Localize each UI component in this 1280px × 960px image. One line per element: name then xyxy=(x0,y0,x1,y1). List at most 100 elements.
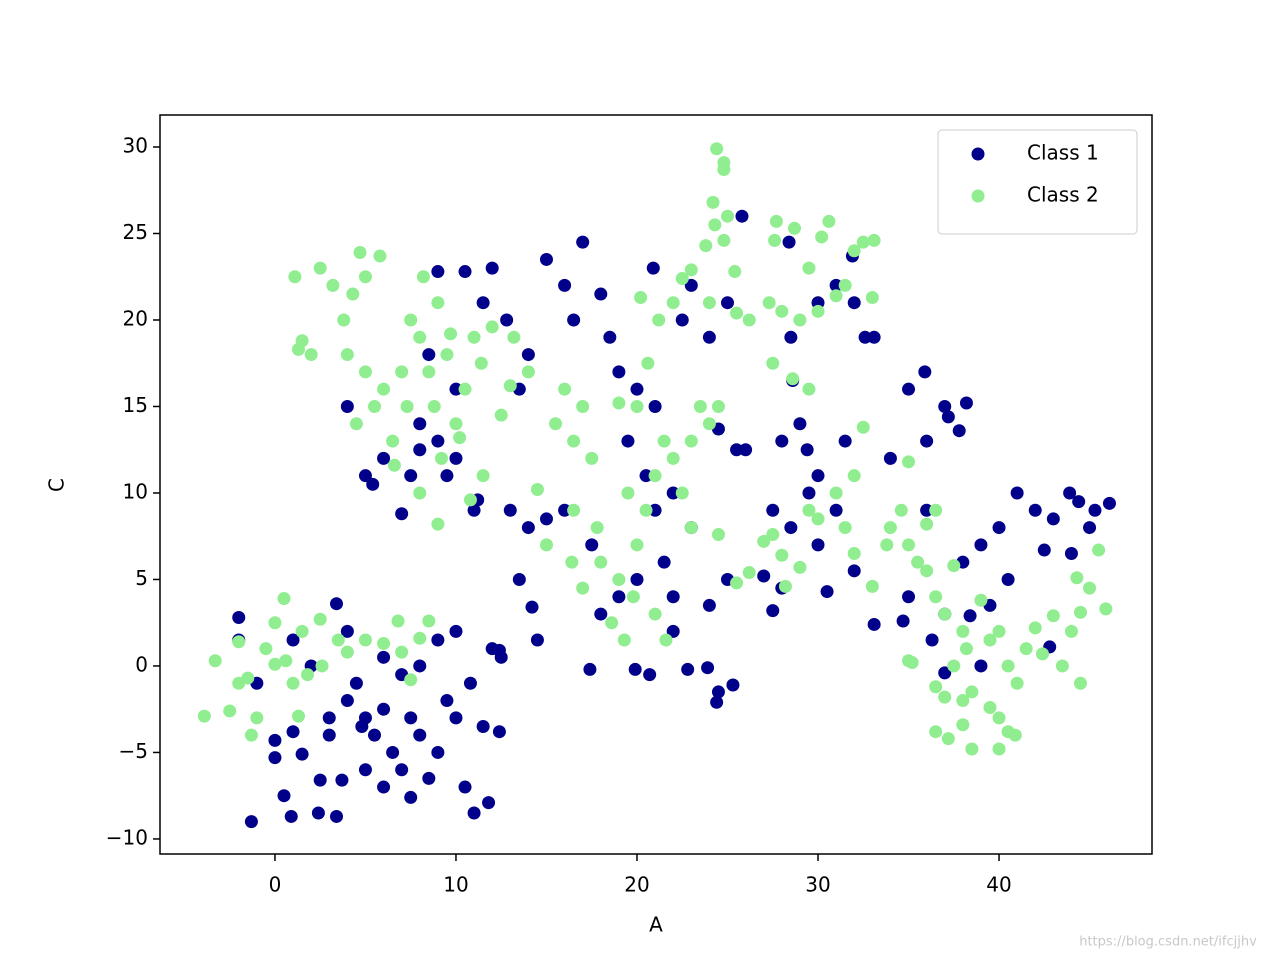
point xyxy=(349,676,363,690)
point xyxy=(413,443,427,457)
point xyxy=(349,417,363,431)
point xyxy=(585,538,599,552)
point xyxy=(404,790,418,804)
point xyxy=(742,313,756,327)
point xyxy=(612,590,626,604)
point xyxy=(693,399,707,413)
point xyxy=(431,265,445,279)
point xyxy=(413,417,427,431)
point xyxy=(829,278,843,292)
point xyxy=(340,645,354,659)
point xyxy=(612,396,626,410)
y-axis-label: C xyxy=(45,478,69,492)
point xyxy=(730,443,744,457)
point xyxy=(576,235,590,249)
point xyxy=(992,521,1006,535)
point xyxy=(358,763,372,777)
point xyxy=(675,313,689,327)
point xyxy=(404,469,418,483)
point xyxy=(784,330,798,344)
x-tick-label: 30 xyxy=(805,873,830,897)
point xyxy=(223,704,237,718)
point xyxy=(865,291,879,305)
point xyxy=(208,654,222,668)
point xyxy=(762,296,776,310)
point xyxy=(295,747,309,761)
point xyxy=(291,342,305,356)
point xyxy=(628,662,642,676)
point xyxy=(938,666,952,680)
point xyxy=(847,564,861,578)
point xyxy=(259,642,273,656)
point xyxy=(634,291,648,305)
point xyxy=(467,503,481,517)
point xyxy=(440,348,454,362)
point xyxy=(784,521,798,535)
point xyxy=(938,690,952,704)
point xyxy=(684,263,698,277)
point xyxy=(291,709,305,723)
point xyxy=(726,678,740,692)
point xyxy=(1010,486,1024,500)
point xyxy=(838,434,852,448)
point xyxy=(666,590,680,604)
point xyxy=(507,330,521,344)
point xyxy=(539,252,553,266)
point xyxy=(346,287,360,301)
point xyxy=(422,614,436,628)
point xyxy=(856,420,870,434)
point xyxy=(702,598,716,612)
point xyxy=(675,271,689,285)
point xyxy=(431,517,445,531)
point xyxy=(617,633,631,647)
point xyxy=(929,725,943,739)
point xyxy=(965,685,979,699)
point xyxy=(829,486,843,500)
point xyxy=(244,728,258,742)
point xyxy=(449,711,463,725)
point xyxy=(902,590,916,604)
point xyxy=(646,261,660,275)
point xyxy=(440,469,454,483)
point xyxy=(856,235,870,249)
point xyxy=(710,695,724,709)
point xyxy=(1073,605,1087,619)
point xyxy=(702,330,716,344)
point xyxy=(1001,659,1015,673)
point xyxy=(721,209,735,223)
point xyxy=(1035,647,1049,661)
point xyxy=(867,330,881,344)
point xyxy=(368,728,382,742)
point xyxy=(626,590,640,604)
point xyxy=(503,503,517,517)
point xyxy=(793,417,807,431)
point xyxy=(730,576,744,590)
point xyxy=(467,806,481,820)
point xyxy=(711,399,725,413)
y-tick-label: 15 xyxy=(123,393,148,417)
point xyxy=(340,348,354,362)
point xyxy=(373,249,387,263)
point xyxy=(730,306,744,320)
legend-label: Class 2 xyxy=(1027,183,1099,207)
point xyxy=(413,486,427,500)
point xyxy=(684,278,698,292)
point xyxy=(847,244,861,258)
point xyxy=(829,289,843,303)
point xyxy=(648,607,662,621)
y-tick-label: 10 xyxy=(123,479,148,503)
point xyxy=(735,209,749,223)
point xyxy=(847,296,861,310)
point xyxy=(594,607,608,621)
point xyxy=(476,296,490,310)
x-tick-label: 20 xyxy=(624,873,649,897)
point xyxy=(404,313,418,327)
point xyxy=(449,417,463,431)
point xyxy=(659,633,673,647)
point xyxy=(992,711,1006,725)
point xyxy=(268,751,282,765)
legend-box xyxy=(937,129,1138,235)
point xyxy=(867,617,881,631)
point xyxy=(883,521,897,535)
